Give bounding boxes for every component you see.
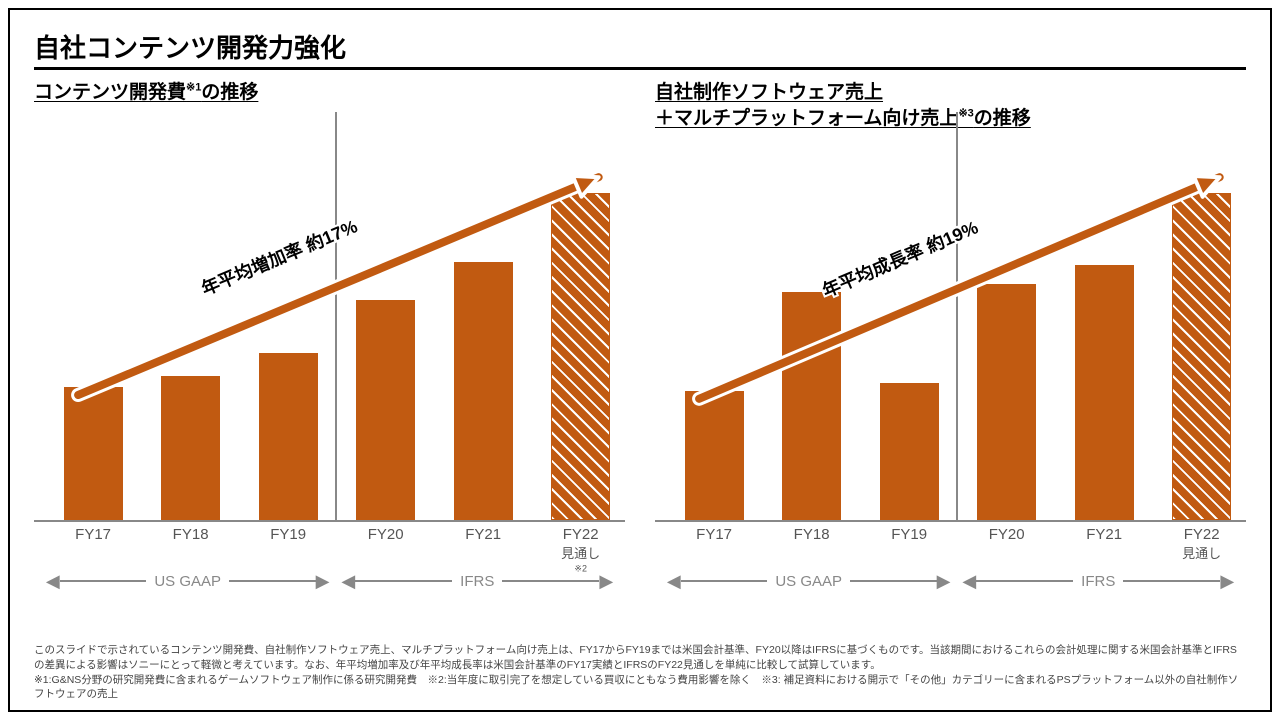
right-subtitle: 自社制作ソフトウェア売上＋マルチプラットフォーム向け売上※3の推移 [655,80,1246,136]
right-plot: 年平均成長率 約19% [655,142,1246,522]
bar-FY18 [161,376,220,520]
accounting-left-label: ◀US GAAP▶ [46,572,330,590]
bar-FY22 [1172,193,1231,520]
x-label-FY18: FY18 [173,526,209,545]
right-accounting-row: ◀US GAAP▶ ◀IFRS▶ [655,572,1246,598]
charts-row: コンテンツ開発費※1の推移 年平均増加率 約17% FY17FY18FY19FY… [34,80,1246,637]
bar-FY21 [1075,265,1134,520]
bar-FY21 [454,262,513,520]
main-title: 自社コンテンツ開発力強化 [34,28,1246,70]
x-label-FY19: FY19 [891,526,927,545]
x-label-FY19: FY19 [270,526,306,545]
accounting-right-label: ◀IFRS▶ [962,572,1234,590]
accounting-right-label: ◀IFRS▶ [341,572,613,590]
footnote-line: このスライドで示されているコンテンツ開発費、自社制作ソフトウェア売上、マルチプラ… [34,643,1246,672]
x-label-FY17: FY17 [696,526,732,545]
trend-arrow [34,142,625,522]
bar-FY22 [551,193,610,520]
bar-FY18 [782,292,841,520]
bar-FY20 [977,284,1036,520]
left-plot: 年平均増加率 約17% [34,142,625,522]
x-label-FY20: FY20 [368,526,404,545]
bar-FY19 [880,383,939,520]
bar-FY17 [685,391,744,520]
left-accounting-row: ◀US GAAP▶ ◀IFRS▶ [34,572,625,598]
bar-FY17 [64,387,123,520]
bar-FY20 [356,300,415,520]
left-x-labels: FY17FY18FY19FY20FY21FY22見通し※2 [34,526,625,570]
bar-FY19 [259,353,318,520]
x-label-FY22: FY22見通し [1182,526,1221,564]
x-label-FY18: FY18 [794,526,830,545]
x-label-FY21: FY21 [1086,526,1122,545]
x-label-FY17: FY17 [75,526,111,545]
right-x-labels: FY17 FY18 FY19 FY20 FY21 FY22見通し [655,526,1246,570]
footnotes: このスライドで示されているコンテンツ開発費、自社制作ソフトウェア売上、マルチプラ… [34,637,1246,702]
right-chart: 自社制作ソフトウェア売上＋マルチプラットフォーム向け売上※3の推移 年平均成長率… [655,80,1246,637]
x-label-FY20: FY20 [989,526,1025,545]
trend-arrow [655,142,1246,522]
left-subtitle: コンテンツ開発費※1の推移 [34,80,625,136]
accounting-divider [335,112,337,520]
accounting-divider [956,112,958,520]
x-label-FY21: FY21 [465,526,501,545]
accounting-left-label: ◀US GAAP▶ [667,572,951,590]
left-chart: コンテンツ開発費※1の推移 年平均増加率 約17% FY17 FY18 FY19 FY… [34,80,625,637]
footnote-line: ※1:G&NS分野の研究開発費に含まれるゲームソフトウェア制作に係る研究開発費 … [34,673,1246,702]
